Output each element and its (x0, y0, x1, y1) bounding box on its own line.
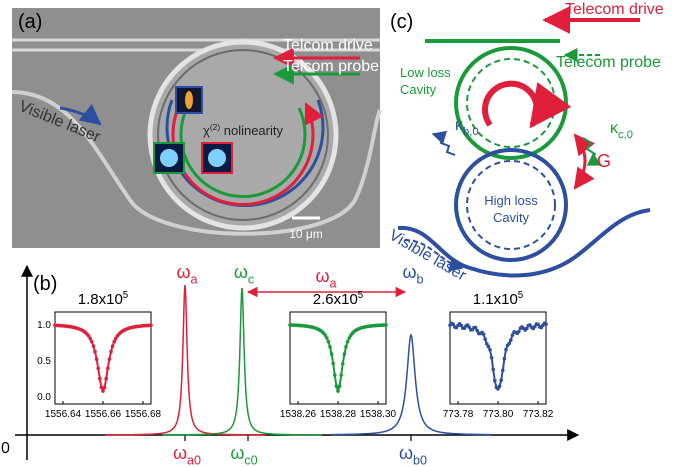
kappa-label: κb,0 (455, 117, 479, 138)
inset-y-tick: 0.5 (37, 356, 51, 367)
q-label-base: 1.1x10 (473, 291, 518, 308)
scale-label: 10 μm (289, 227, 323, 241)
probe-label: Telcom probe (283, 58, 379, 75)
q-label-base: 1.8x10 (78, 291, 123, 308)
cavity-label: High loss (484, 193, 538, 208)
inset-x-tick: 1556.68 (125, 409, 162, 420)
peak-label-sub: b0 (413, 453, 427, 467)
origin-label: 0 (1, 440, 10, 457)
inset-x-tick: 1556.66 (85, 409, 122, 420)
q-label-sup: 5 (358, 290, 364, 301)
q-label-sup: 5 (518, 290, 524, 301)
cavity-label: Cavity (400, 82, 437, 97)
figure: (a) Telcom drive Telcom probe Visible laser… (0, 0, 681, 467)
inset-x-tick: 1538.28 (320, 409, 357, 420)
nonlinearity-label-rest: nolinearity (220, 123, 283, 138)
gap-label-sub: a (330, 276, 337, 290)
inset-y-tick: 0.0 (37, 392, 51, 403)
peak-label-base: ω (402, 262, 416, 282)
kappa-label-sub: c,0 (618, 129, 633, 141)
gap-label-base: ω (315, 266, 329, 286)
kappa-label-sub: b,0 (463, 126, 479, 138)
inset-y-tick: 1.0 (37, 320, 51, 331)
peak-label-sub: c (248, 272, 254, 286)
q-label-sup: 5 (123, 290, 129, 301)
peak-label-base: ω (176, 262, 190, 282)
peak-label-base: ω (230, 443, 244, 463)
q-label: 2.6x105 (313, 290, 364, 308)
coupling-label: G (597, 151, 611, 171)
peak-label-sub: c0 (244, 453, 257, 467)
peak-label: ωb0 (399, 443, 427, 467)
drive-label: Telcom drive (283, 37, 373, 54)
panel-label: (a) (18, 11, 42, 33)
inset-x-tick: 1556.64 (45, 409, 82, 420)
panel-label: (c) (390, 11, 413, 33)
q-label-base: 2.6x10 (313, 291, 358, 308)
gap-label: ωa (315, 266, 336, 290)
laser-label: Visible laser (386, 227, 470, 285)
inset-x-tick: 1538.30 (360, 409, 397, 420)
peak-label-base: ω (234, 262, 248, 282)
nonlinearity-label-sup: (2) (210, 122, 221, 132)
peak-label-base: ω (173, 443, 187, 463)
peak-label-sub: a0 (187, 453, 201, 467)
inset-x-tick: 773.78 (443, 409, 474, 420)
peak-label-base: ω (399, 443, 413, 463)
kappa-label: κc,0 (610, 120, 633, 141)
cavity-label: Low loss (400, 65, 451, 80)
cavity-label: Cavity (493, 210, 530, 225)
inset-x-tick: 773.80 (483, 409, 514, 420)
probe-label: Telecom probe (556, 54, 661, 71)
peak-label: ωb (402, 262, 423, 286)
q-label: 1.1x105 (473, 290, 524, 308)
q-label: 1.8x105 (78, 290, 129, 308)
peak-label: ωa0 (173, 443, 201, 467)
peak-label: ωa (176, 262, 197, 286)
drive-label: Telecom drive (565, 1, 664, 18)
inset-x-tick: 1538.26 (280, 409, 317, 420)
peak-label-sub: b (417, 272, 424, 286)
peak-label-sub: a (191, 272, 198, 286)
panel-label: (b) (33, 273, 57, 295)
inset-x-tick: 773.82 (523, 409, 554, 420)
peak-label: ωc (234, 262, 254, 286)
peak-label: ωc0 (230, 443, 257, 467)
